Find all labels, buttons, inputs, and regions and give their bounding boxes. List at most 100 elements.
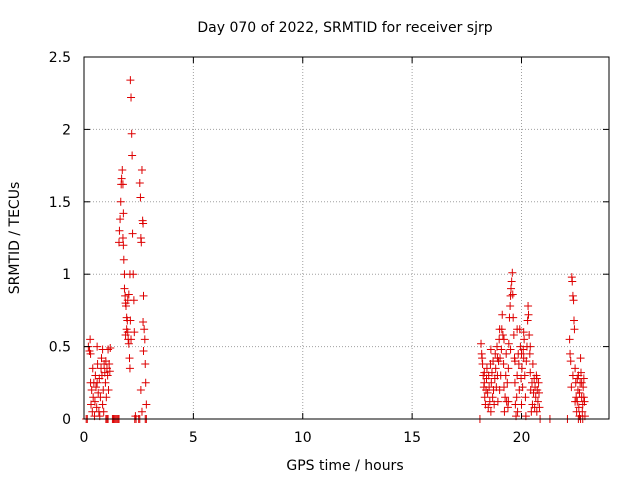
data-point [567, 383, 576, 392]
data-point [504, 364, 513, 373]
data-point [531, 393, 540, 402]
data-point [483, 388, 492, 397]
data-point [118, 180, 127, 189]
data-point [93, 342, 102, 351]
data-point [577, 368, 585, 377]
data-point [139, 219, 148, 228]
data-point [86, 349, 95, 358]
data-point [491, 364, 500, 373]
data-point [485, 383, 494, 392]
data-point [508, 290, 517, 299]
data-point [497, 325, 506, 334]
data-point [135, 178, 144, 187]
data-point [122, 302, 130, 311]
data-point [493, 397, 502, 406]
data-point [86, 335, 95, 344]
y-tick-label: 1 [62, 267, 71, 283]
data-point [513, 407, 522, 416]
data-point [118, 165, 127, 174]
data-point [508, 268, 517, 277]
y-tick-label: 0.5 [49, 340, 71, 356]
data-point [513, 325, 522, 334]
data-point [519, 328, 528, 337]
data-point [488, 393, 497, 402]
data-point [120, 284, 129, 293]
data-point [493, 342, 501, 351]
data-point [525, 349, 534, 358]
y-tick-label: 2.5 [49, 50, 71, 66]
grid-lines [84, 57, 609, 419]
x-axis-label: GPS time / hours [286, 458, 403, 474]
data-point [518, 383, 527, 392]
data-point [500, 383, 508, 392]
y-tick-label: 2 [62, 122, 71, 138]
data-point [566, 357, 575, 366]
data-point [500, 335, 508, 344]
data-point [118, 234, 127, 242]
data-point [106, 344, 115, 353]
data-point [124, 339, 133, 348]
data-point [506, 302, 515, 311]
data-point [116, 215, 125, 224]
data-point [504, 397, 513, 406]
data-point [130, 328, 139, 337]
data-point [487, 368, 496, 377]
data-point [532, 407, 541, 416]
data-point [116, 197, 125, 206]
x-tick-label: 0 [80, 430, 89, 446]
data-point [115, 238, 123, 247]
data-point [105, 359, 114, 368]
data-point [124, 290, 133, 299]
data-point [487, 378, 496, 387]
data-point [517, 400, 526, 409]
data-point [568, 277, 577, 286]
data-point [105, 367, 114, 376]
data-point [482, 364, 491, 373]
data-point [480, 378, 489, 387]
data-point [137, 407, 146, 416]
data-point [139, 346, 148, 355]
data-points [82, 76, 589, 423]
x-tick-label: 5 [189, 430, 198, 446]
data-point [89, 393, 98, 402]
data-point [501, 371, 510, 380]
data-point [101, 378, 110, 387]
data-point [97, 354, 106, 363]
data-point [570, 325, 579, 334]
data-point [480, 368, 489, 377]
data-point [568, 371, 577, 380]
data-point [579, 383, 588, 392]
data-point [533, 397, 542, 406]
data-point [94, 388, 103, 397]
data-point [127, 93, 136, 102]
data-point [526, 368, 535, 377]
data-point [502, 349, 511, 358]
data-point [486, 407, 495, 416]
data-point [580, 397, 589, 406]
data-point [93, 378, 102, 387]
data-point [484, 403, 493, 412]
data-point [578, 407, 587, 416]
data-point [535, 388, 543, 397]
data-point [142, 400, 151, 409]
data-point [119, 209, 128, 218]
data-point [99, 407, 108, 416]
data-point [507, 277, 516, 286]
data-point [126, 76, 135, 85]
data-point [569, 296, 578, 305]
data-point [115, 226, 124, 235]
data-point [128, 229, 137, 238]
data-point [140, 335, 149, 344]
data-point [509, 331, 518, 340]
data-point [104, 386, 113, 395]
data-point [535, 403, 544, 412]
data-point [139, 291, 148, 300]
data-point [506, 345, 515, 354]
data-point [534, 378, 543, 387]
data-point [478, 359, 487, 368]
data-point [498, 310, 507, 319]
data-point [568, 291, 577, 300]
data-point [125, 364, 134, 373]
data-point [523, 316, 532, 325]
